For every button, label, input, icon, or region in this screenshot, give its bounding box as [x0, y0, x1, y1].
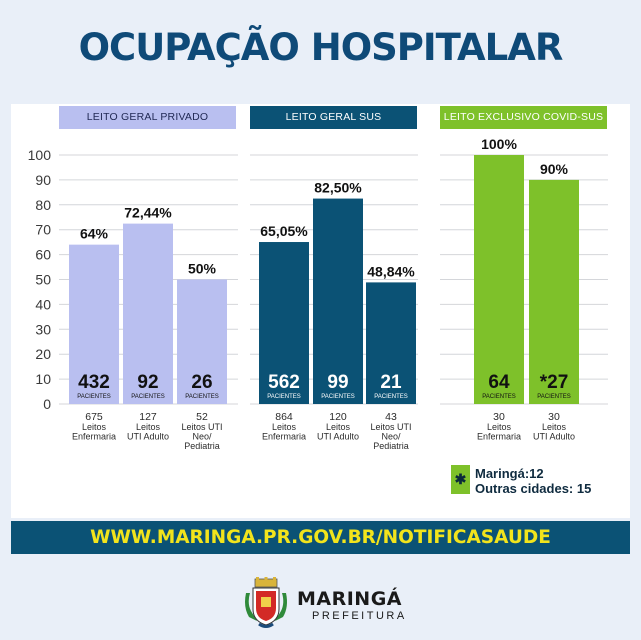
- chart-panel: [11, 104, 630, 518]
- legend: Maringá:12 Outras cidades: 15: [475, 466, 591, 496]
- legend-line-other-cities: Outras cidades: 15: [475, 481, 592, 496]
- brand-name: MARINGÁ: [297, 588, 403, 610]
- footer-url-banner[interactable]: WWW.MARINGA.PR.GOV.BR/NOTIFICASAUDE: [11, 521, 630, 554]
- legend-symbol: ✱: [451, 465, 470, 494]
- brand-subtitle: PREFEITURA: [312, 610, 407, 622]
- city-coat-of-arms-logo: [243, 577, 289, 629]
- section-header: LEITO GERAL SUS: [250, 106, 417, 129]
- section-header: LEITO EXCLUSIVO COVID-SUS: [440, 106, 607, 129]
- page-title: OCUPAÇÃO HOSPITALAR: [78, 26, 564, 69]
- section-header: LEITO GERAL PRIVADO: [59, 106, 236, 129]
- legend-line-maringa: Maringá:12: [475, 466, 544, 481]
